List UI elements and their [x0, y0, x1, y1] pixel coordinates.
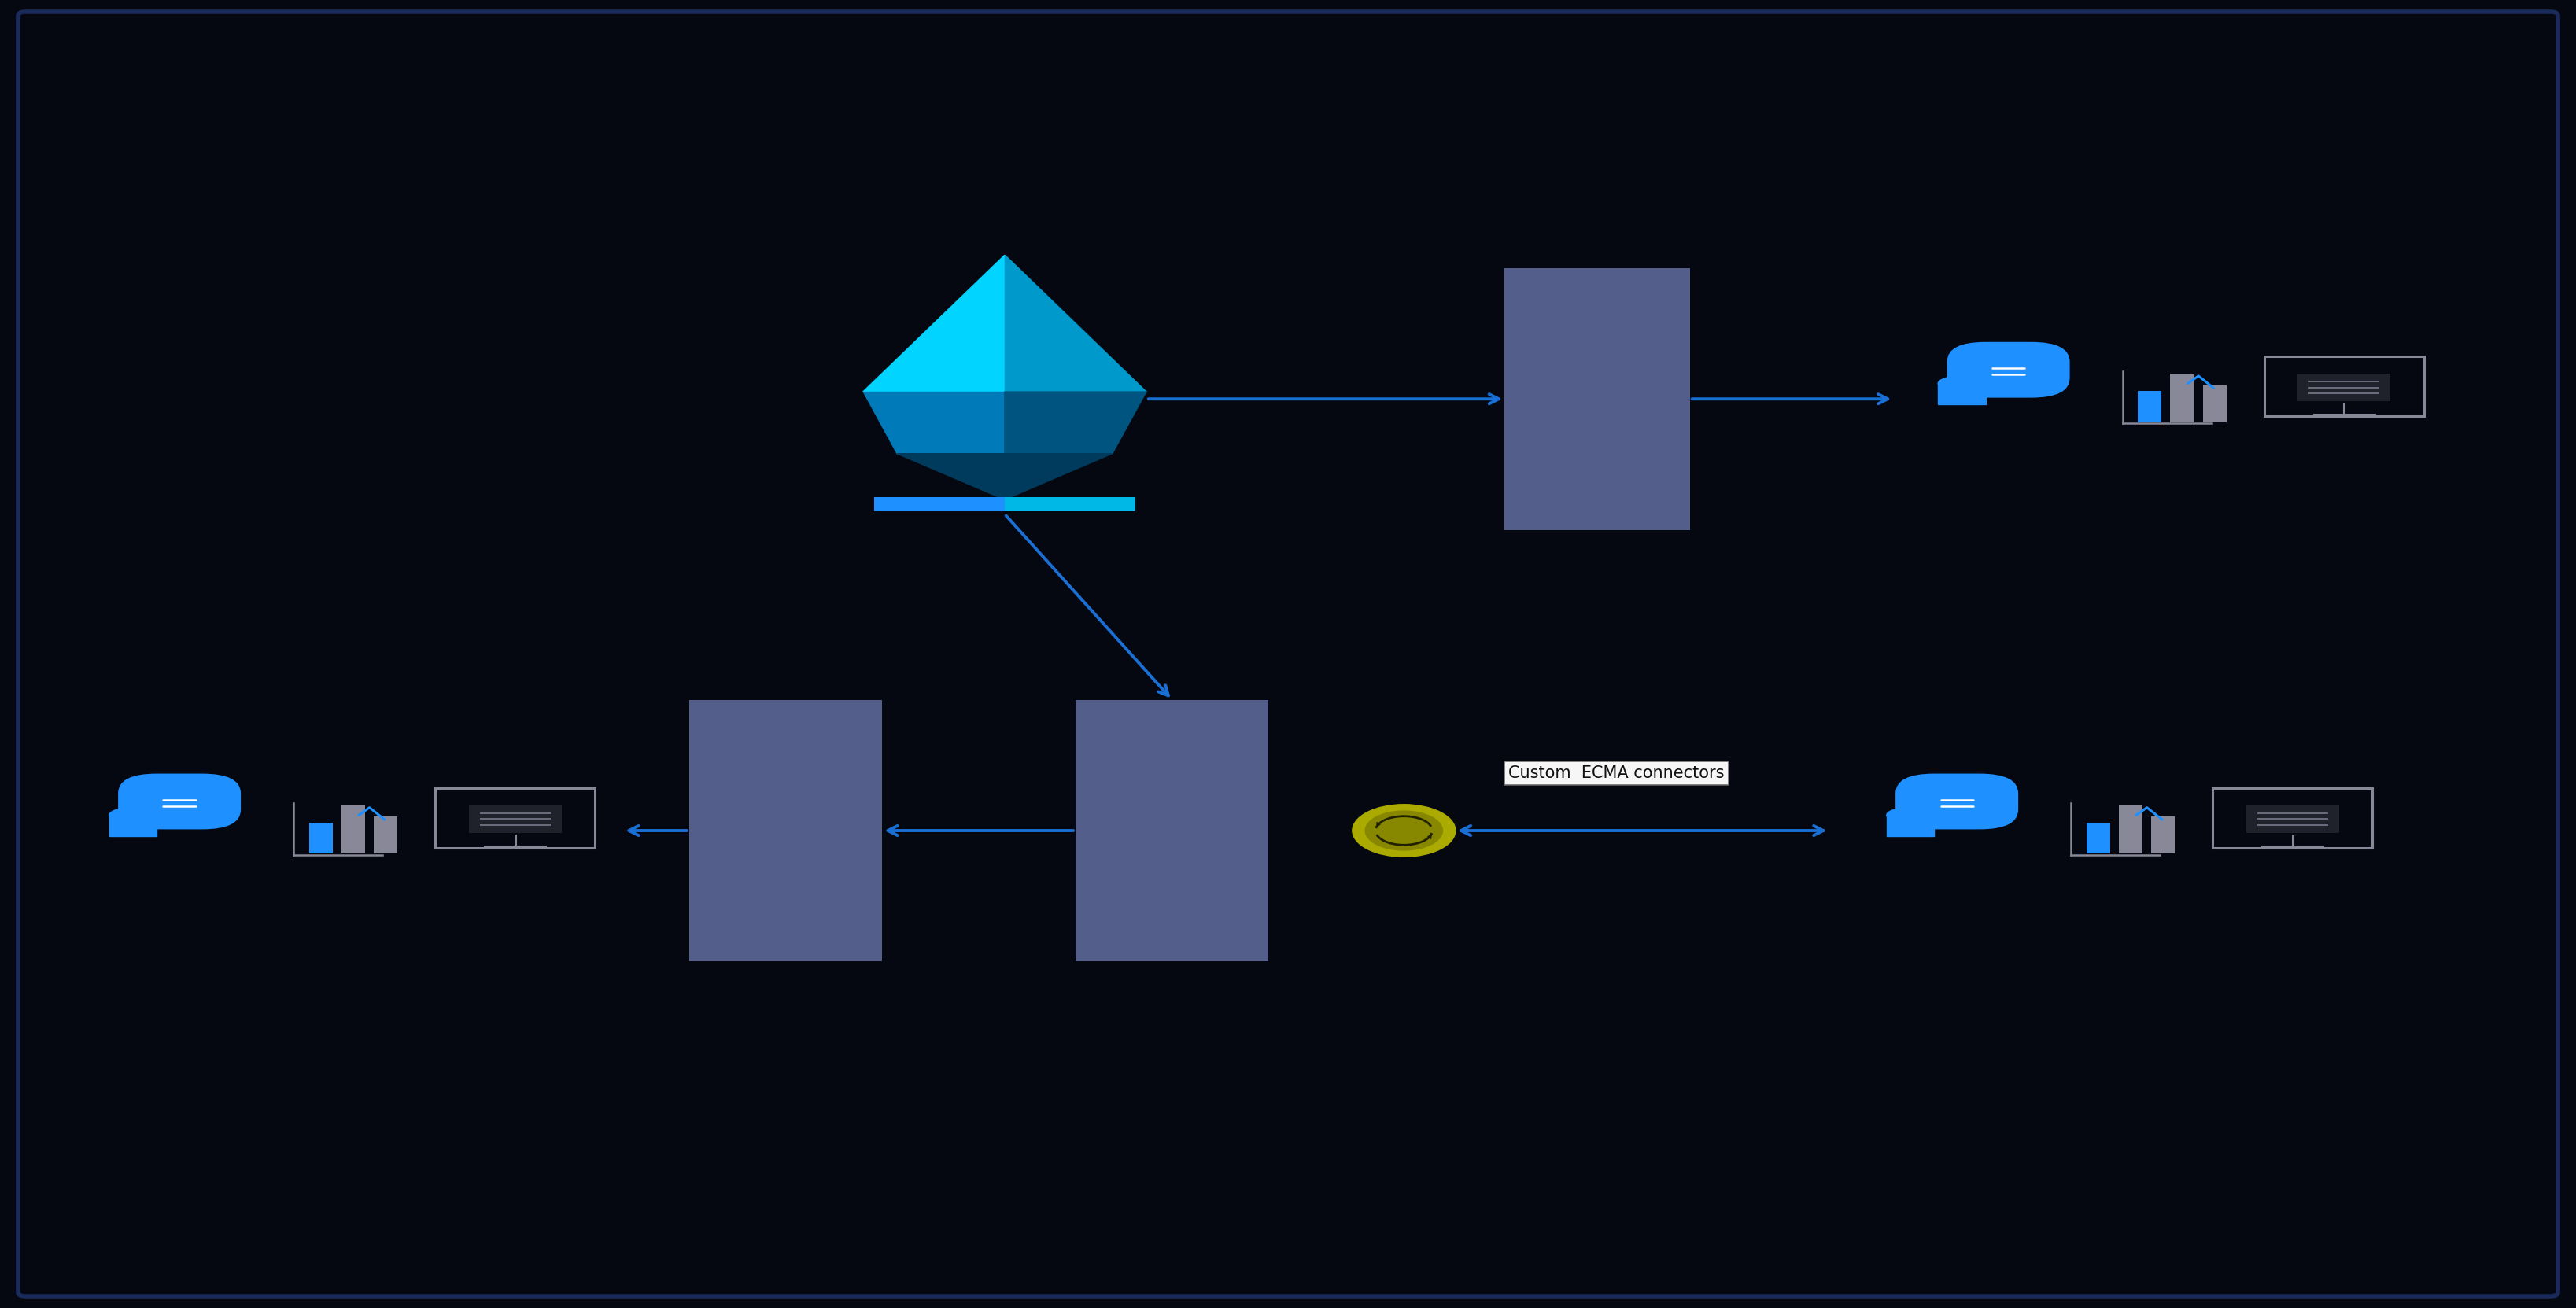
Circle shape	[1352, 804, 1455, 857]
Bar	[2087, 823, 2110, 854]
Polygon shape	[1005, 255, 1146, 392]
FancyBboxPatch shape	[118, 773, 240, 829]
Polygon shape	[1005, 392, 1146, 454]
Bar	[1005, 497, 1136, 511]
Polygon shape	[1886, 814, 1935, 836]
Polygon shape	[149, 810, 175, 819]
Bar	[343, 806, 366, 854]
Bar	[1077, 700, 1270, 961]
Polygon shape	[896, 454, 1113, 500]
Polygon shape	[863, 255, 1005, 392]
FancyBboxPatch shape	[1947, 341, 2069, 398]
Bar	[1504, 268, 1690, 530]
Text: Custom  ECMA connectors: Custom ECMA connectors	[1510, 765, 1723, 781]
Bar	[2246, 806, 2339, 833]
Bar	[2151, 816, 2174, 854]
Bar	[469, 806, 562, 833]
Circle shape	[1953, 360, 1996, 382]
Bar	[2172, 374, 2195, 422]
Circle shape	[1901, 791, 1945, 814]
Bar	[309, 823, 332, 854]
Polygon shape	[1927, 810, 1953, 819]
Ellipse shape	[1886, 807, 1935, 823]
Polygon shape	[108, 814, 157, 836]
Polygon shape	[863, 392, 1005, 454]
Ellipse shape	[1937, 375, 1986, 391]
Circle shape	[1365, 811, 1443, 850]
Bar	[873, 497, 1005, 511]
Ellipse shape	[108, 807, 157, 823]
Bar	[2138, 391, 2161, 422]
Bar	[374, 816, 397, 854]
Polygon shape	[1937, 382, 1986, 404]
Polygon shape	[1978, 378, 2004, 387]
Circle shape	[124, 791, 167, 814]
Bar	[2120, 806, 2143, 854]
FancyBboxPatch shape	[1896, 773, 2017, 829]
Bar	[2298, 374, 2391, 402]
Bar	[2202, 385, 2226, 422]
Bar	[690, 700, 881, 961]
